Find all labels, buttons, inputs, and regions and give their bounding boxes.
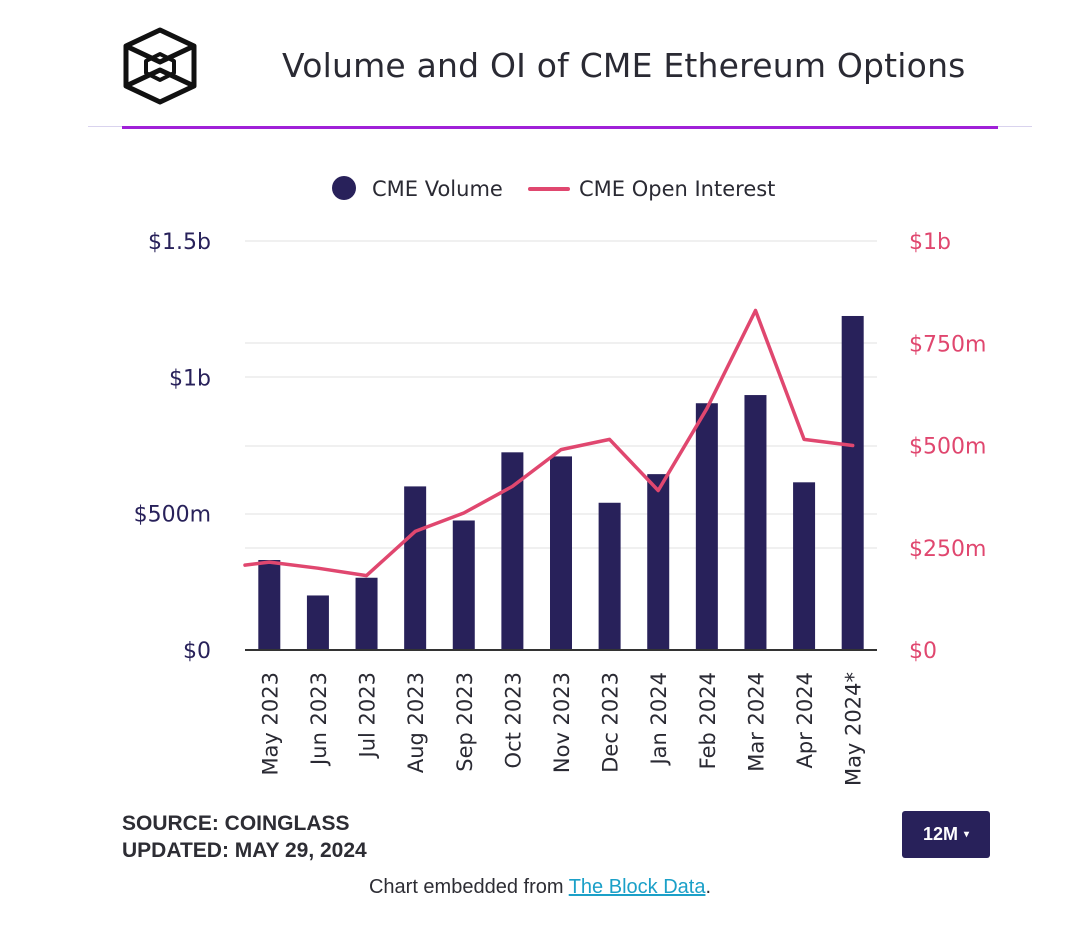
- embed-prefix: Chart embedded from: [369, 876, 569, 898]
- volume-bars: [258, 316, 863, 650]
- volume-bar: [307, 595, 329, 650]
- left-tick-label: $1.5b: [148, 230, 211, 255]
- x-tick-label: Oct 2023: [501, 672, 525, 768]
- range-dropdown-button[interactable]: 12M ▾: [902, 811, 990, 858]
- embed-suffix: .: [705, 876, 711, 898]
- x-tick-label: Mar 2024: [744, 672, 768, 772]
- left-tick-label: $0: [183, 639, 211, 664]
- updated-label: UPDATED: MAY 29, 2024: [122, 837, 367, 864]
- volume-bar: [599, 503, 621, 650]
- volume-bar: [696, 403, 718, 650]
- right-tick-label: $1b: [909, 230, 951, 255]
- volume-bar: [744, 395, 766, 650]
- source-label: SOURCE: COINGLASS: [122, 810, 367, 837]
- volume-bar: [258, 560, 280, 650]
- x-tick-label: May 2023: [258, 672, 282, 776]
- right-tick-label: $500m: [909, 435, 986, 460]
- volume-bar: [550, 456, 572, 650]
- legend: CME Volume CME Open Interest: [332, 176, 775, 201]
- x-tick-label: Feb 2024: [696, 672, 720, 769]
- right-tick-label: $0: [909, 639, 937, 664]
- legend-volume-label: CME Volume: [372, 177, 503, 201]
- the-block-data-link[interactable]: The Block Data: [569, 876, 706, 898]
- chevron-down-icon: ▾: [964, 829, 969, 840]
- volume-bar: [453, 520, 475, 650]
- x-tick-label: Aug 2023: [404, 672, 428, 773]
- chart: CME Volume CME Open Interest $0 $500m $1b $1…: [0, 0, 1080, 800]
- x-tick-label: Dec 2023: [599, 672, 623, 773]
- range-label: 12M: [923, 824, 958, 845]
- source-note: SOURCE: COINGLASS UPDATED: MAY 29, 2024: [122, 810, 367, 864]
- left-tick-label: $1b: [169, 366, 211, 391]
- embed-credit: Chart embedded from The Block Data.: [0, 876, 1080, 899]
- x-tick-label: Nov 2023: [550, 672, 574, 773]
- x-tick-label: Apr 2024: [793, 672, 817, 768]
- right-tick-label: $750m: [909, 332, 986, 357]
- x-tick-label: May 2024*: [842, 672, 866, 786]
- right-tick-label: $250m: [909, 537, 986, 562]
- left-tick-label: $500m: [134, 503, 211, 528]
- x-tick-label: Sep 2023: [453, 672, 477, 772]
- volume-bar: [842, 316, 864, 650]
- legend-oi-label: CME Open Interest: [579, 177, 775, 201]
- x-tick-label: Jan 2024: [647, 672, 671, 767]
- volume-bar: [647, 474, 669, 650]
- x-tick-label: Jul 2023: [356, 672, 380, 759]
- volume-bar: [356, 578, 378, 650]
- x-tick-label: Jun 2023: [307, 672, 331, 767]
- volume-bar: [404, 486, 426, 650]
- volume-bar: [793, 482, 815, 650]
- legend-volume-marker: [332, 176, 356, 200]
